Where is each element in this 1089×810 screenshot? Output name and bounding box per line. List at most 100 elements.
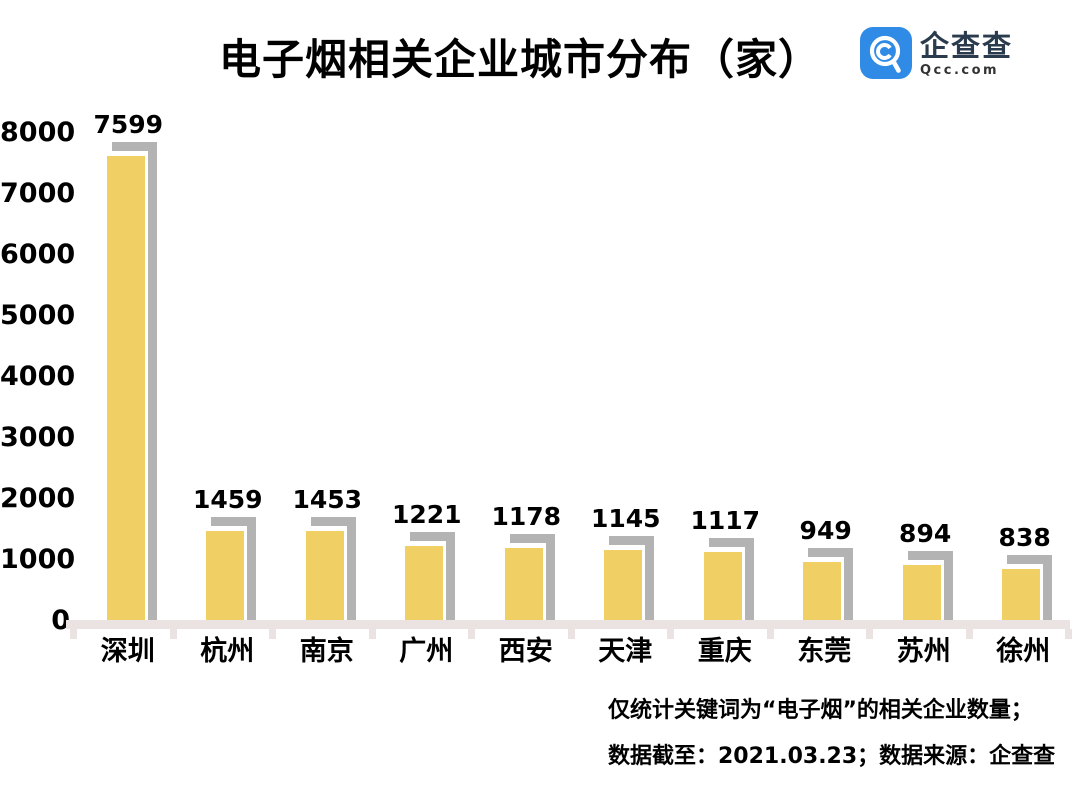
y-axis-tick-label: 2000 — [0, 483, 76, 514]
bar-slot: 1459 杭州 — [173, 132, 273, 665]
bar-shadow-side — [545, 534, 555, 620]
axis-tick — [766, 629, 774, 639]
bar-group: 1221 — [392, 502, 462, 620]
axis-tick — [667, 629, 674, 639]
bar-shadow-cap — [708, 537, 754, 547]
bar-slot: 1453 南京 — [272, 132, 372, 665]
bar-shadow-side — [346, 517, 356, 620]
bar — [504, 548, 543, 620]
qcc-logo: 企查查 Qcc.com — [860, 27, 1013, 80]
bar-slot: 894 苏州 — [869, 132, 969, 666]
bar-chart: 0 1000 2000 3000 4000 5000 6000 7000 8000 7599 深圳… — [0, 112, 1072, 666]
y-axis-tick-label: 6000 — [0, 239, 76, 270]
bar-shadow-side — [247, 517, 257, 620]
bar-group: 7599 — [93, 112, 163, 620]
y-axis-tick-label: 3000 — [0, 422, 76, 453]
bar-value-label: 1221 — [391, 499, 462, 529]
axis-tick — [965, 629, 973, 639]
y-axis-tick-label: 8000 — [0, 117, 76, 148]
x-axis-label: 广州 — [399, 636, 454, 667]
bar-value-label: 1453 — [292, 485, 363, 515]
bar-group: 838 — [999, 525, 1053, 620]
bar-group: 1145 — [591, 506, 661, 620]
x-axis-label: 苏州 — [896, 636, 951, 667]
x-axis-label: 东莞 — [797, 636, 852, 667]
bar-shadow-cap — [111, 142, 157, 152]
bar-shadow-cap — [808, 548, 854, 558]
bar — [604, 550, 643, 620]
x-axis-label: 西安 — [498, 636, 553, 667]
bar-group: 1459 — [193, 487, 263, 620]
x-axis-baseline — [66, 620, 1070, 629]
bar-group: 894 — [899, 521, 953, 620]
bar-shadow-side — [645, 536, 655, 620]
bar-shadow-cap — [1007, 554, 1053, 564]
y-axis-tick-label: 0 — [51, 605, 70, 636]
axis-tick — [269, 629, 276, 639]
x-axis-label: 深圳 — [100, 636, 155, 667]
bar-value-label: 1459 — [192, 485, 263, 515]
bar — [305, 531, 344, 620]
bar-shadow-side — [844, 548, 854, 620]
bar-group: 1178 — [491, 504, 561, 620]
bar-group: 949 — [800, 518, 854, 620]
qcc-logo-domain: Qcc.com — [920, 63, 1000, 78]
bar-slot: 1145 天津 — [571, 132, 671, 665]
bar-shadow-side — [147, 142, 157, 620]
bar-value-label: 894 — [899, 519, 952, 549]
bar-shadow-cap — [509, 534, 555, 544]
x-axis-label: 杭州 — [200, 636, 255, 667]
bar-value-label: 7599 — [93, 110, 164, 140]
bar-slot: 1221 广州 — [372, 132, 472, 666]
bar-shadow-cap — [609, 536, 655, 546]
bar — [703, 551, 742, 620]
chart-footnote: 仅统计关键词为“电子烟”的相关企业数量； 数据截至：2021.03.23；数据来… — [608, 698, 1055, 769]
bar — [106, 156, 145, 620]
bar-slot: 1178 西安 — [471, 132, 571, 665]
bar — [902, 565, 941, 620]
bar-shadow-side — [744, 537, 754, 620]
bar-slot: 949 东莞 — [770, 132, 870, 666]
footnote-line-1: 仅统计关键词为“电子烟”的相关企业数量； — [608, 698, 1033, 723]
chart-title: 电子烟相关企业城市分布（家） — [218, 35, 821, 84]
axis-tick — [169, 629, 177, 639]
bar-shadow-cap — [907, 551, 953, 561]
axis-tick — [368, 629, 376, 639]
y-axis-tick-label: 1000 — [0, 544, 76, 575]
bar — [206, 531, 245, 620]
bar — [405, 545, 444, 620]
bar-value-label: 1145 — [590, 504, 661, 534]
bar-shadow-side — [1043, 554, 1053, 620]
axis-tick — [70, 629, 77, 639]
bar-value-label: 1117 — [690, 505, 761, 535]
x-axis-label: 重庆 — [697, 636, 752, 667]
qcc-logo-name: 企查查 — [920, 29, 1014, 63]
bar-shadow-cap — [211, 517, 257, 527]
x-axis-label: 天津 — [598, 636, 653, 667]
qcc-magnifier-icon — [860, 27, 912, 79]
bar — [803, 562, 842, 620]
x-axis-label: 南京 — [299, 636, 354, 667]
axis-tick — [1065, 629, 1072, 639]
bar-value-label: 1178 — [491, 502, 562, 532]
bar-value-label: 949 — [799, 516, 852, 546]
plot-area: 7599 深圳 1459 杭州 1453 南京 1221 广州 1178 西安 1145 天津 1117… — [73, 112, 1069, 666]
axis-tick — [567, 629, 575, 639]
bar-shadow-cap — [410, 531, 456, 541]
bar-value-label: 838 — [998, 522, 1051, 552]
bar — [1002, 568, 1041, 620]
bar-slot: 838 徐州 — [969, 132, 1069, 666]
bar-group: 1453 — [292, 487, 362, 620]
y-axis-tick-label: 5000 — [0, 300, 76, 331]
qcc-logo-text: 企查查 Qcc.com — [920, 30, 1013, 80]
axis-tick — [468, 629, 475, 639]
x-axis-label: 徐州 — [996, 636, 1051, 667]
bar-shadow-side — [446, 531, 456, 620]
bar-slot: 7599 深圳 — [73, 112, 173, 665]
bar-shadow-cap — [310, 517, 356, 527]
y-axis-tick-label: 4000 — [0, 361, 76, 392]
footnote-line-2: 数据截至：2021.03.23；数据来源：企查查 — [608, 744, 1056, 769]
axis-tick — [866, 629, 873, 639]
bar-shadow-side — [943, 551, 953, 620]
